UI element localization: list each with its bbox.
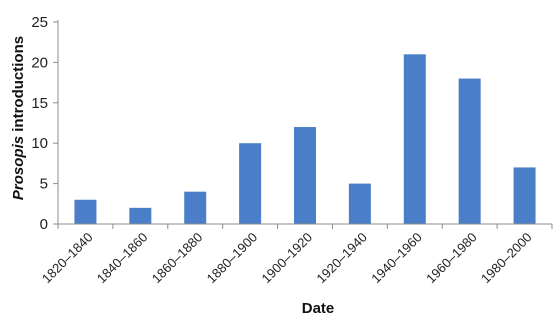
x-axis-title: Date [302, 300, 335, 317]
x-axis-ticks: 1820–18401840–18601860–18801880–19001900… [39, 224, 553, 287]
x-tick-label: 1920–1940 [313, 230, 370, 287]
bar [294, 127, 316, 224]
y-axis-title-rest: introductions [10, 36, 27, 136]
bar [403, 54, 426, 224]
bar [184, 191, 207, 224]
x-tick-label: 1960–1980 [423, 230, 480, 287]
y-tick-label: 10 [31, 135, 48, 152]
x-tick-label: 1840–1860 [94, 230, 151, 287]
y-axis-title-italic: Prosopis [10, 136, 27, 200]
bar [348, 183, 371, 224]
x-tick-label: 1820–1840 [39, 230, 96, 287]
y-tick-label: 5 [40, 176, 48, 193]
y-tick-label: 20 [31, 54, 48, 71]
y-tick-label: 15 [31, 95, 48, 112]
y-tick-label: 0 [40, 216, 48, 233]
y-axis-ticks: 0 5 10 15 20 25 [31, 14, 58, 233]
x-tick-label: 1900–1920 [258, 230, 315, 287]
x-tick-label: 1860–1880 [149, 230, 206, 287]
bar [129, 207, 152, 224]
bars [74, 54, 536, 224]
x-tick-label: 1940–1960 [368, 230, 425, 287]
x-tick-label: 1980–2000 [478, 230, 535, 287]
y-tick-label: 25 [31, 14, 48, 31]
bar [458, 78, 481, 224]
x-tick-label: 1880–1900 [204, 230, 261, 287]
y-axis-title: Prosopis introductions [10, 36, 27, 200]
bar [74, 199, 97, 224]
bar [239, 143, 262, 224]
bar [513, 167, 536, 224]
